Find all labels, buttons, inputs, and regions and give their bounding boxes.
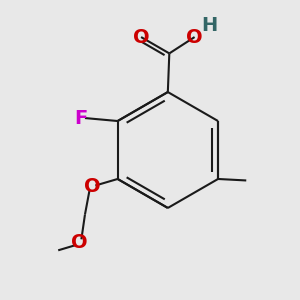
Text: F: F bbox=[74, 109, 87, 128]
Text: O: O bbox=[71, 233, 87, 252]
Text: O: O bbox=[84, 177, 101, 196]
Text: O: O bbox=[133, 28, 149, 46]
Text: O: O bbox=[186, 28, 203, 46]
Text: H: H bbox=[201, 16, 218, 35]
